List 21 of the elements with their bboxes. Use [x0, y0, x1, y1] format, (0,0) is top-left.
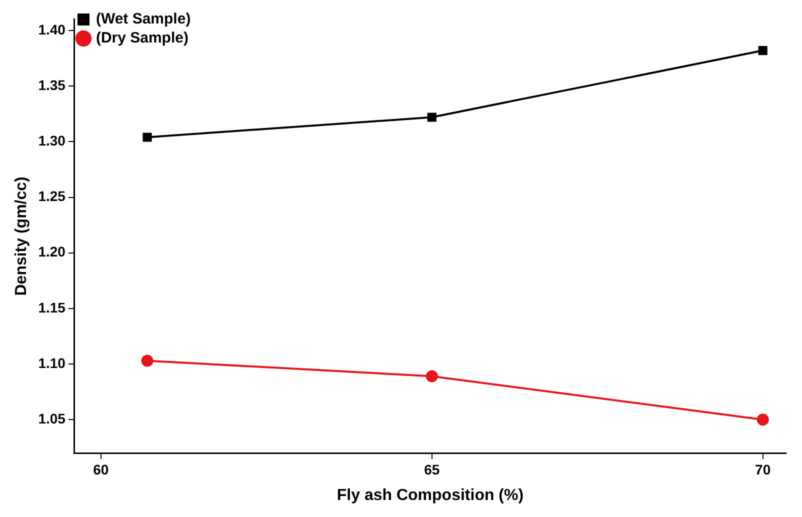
y-tick-label: 1.20	[38, 244, 66, 260]
point	[427, 112, 436, 122]
legend-label: (Dry Sample)	[96, 30, 188, 47]
x-axis-title: Fly ash Composition (%)	[336, 486, 524, 504]
point	[142, 132, 152, 142]
y-tick-label: 1.15	[38, 299, 66, 316]
y-tick-label: 1.40	[38, 21, 66, 38]
point	[141, 354, 154, 367]
point	[756, 414, 769, 426]
y-tick-label: 1.30	[38, 132, 66, 149]
point	[758, 46, 768, 56]
x-tick-label: 60	[93, 461, 109, 478]
x-tick-label: 65	[424, 461, 440, 478]
x-tick-label: 70	[755, 461, 771, 478]
y-tick-label: 1.05	[38, 410, 66, 427]
y-tick-label: 1.10	[38, 354, 66, 371]
y-axis-title: Density (gm/cc)	[13, 176, 30, 296]
y-tick-label: 1.25	[38, 188, 66, 204]
point	[426, 370, 438, 382]
y-tick-label: 1.35	[38, 76, 66, 93]
legend-label: (Wet Sample)	[96, 10, 191, 28]
